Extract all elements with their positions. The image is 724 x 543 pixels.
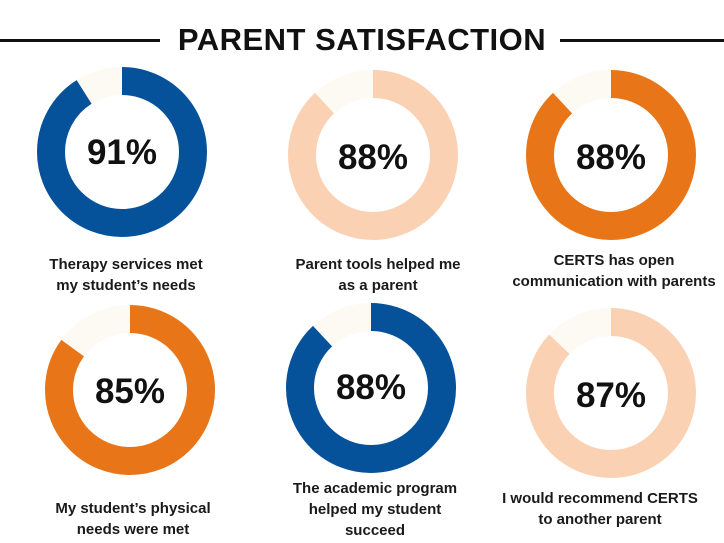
donut-caption: The academic program helped my student suc…: [245, 478, 505, 541]
caption-line: The academic program: [292, 480, 458, 497]
page-title: PARENT SATISFACTION: [177, 22, 547, 57]
donut-1: [37, 67, 207, 237]
donut-caption: CERTS has open communication with parents: [484, 250, 724, 292]
donut-value-arc: [526, 70, 696, 240]
donut-value-arc: [37, 67, 207, 237]
donut-3: [526, 70, 696, 240]
header-rule-left: [0, 39, 160, 42]
donut-value-arc: [288, 70, 458, 240]
caption-line: Therapy services met: [49, 256, 203, 273]
donut-caption: My student’s physical needs were met: [3, 498, 263, 540]
caption-line: communication with parents: [512, 273, 716, 290]
donut-caption: Therapy services met my student’s needs: [0, 254, 256, 296]
percent-label: 88%: [575, 138, 647, 177]
caption-line: Parent tools helped me: [295, 256, 461, 273]
caption-line: succeed: [344, 522, 406, 539]
donut-value-arc: [526, 308, 696, 478]
caption-line: to another parent: [538, 511, 662, 528]
donut-4: [45, 305, 215, 475]
percent-label: 87%: [575, 376, 647, 415]
caption-line: CERTS has open: [553, 252, 675, 269]
percent-label: 85%: [94, 372, 166, 411]
caption-line: as a parent: [338, 277, 418, 294]
header-rule-right: [560, 39, 724, 42]
donut-caption: I would recommend CERTS to another parent: [470, 488, 724, 530]
caption-line: my student’s needs: [56, 277, 196, 294]
caption-line: helped my student: [308, 501, 442, 518]
percent-label: 91%: [86, 133, 158, 172]
caption-line: needs were met: [76, 521, 190, 538]
donut-value-arc: [45, 305, 215, 475]
donut-value-arc: [286, 303, 456, 473]
donut-caption: Parent tools helped me as a parent: [248, 254, 508, 296]
donut-6: [526, 308, 696, 478]
percent-label: 88%: [337, 138, 409, 177]
percent-label: 88%: [335, 368, 407, 407]
caption-line: My student’s physical: [55, 500, 211, 517]
caption-line: I would recommend CERTS: [502, 490, 698, 507]
donut-2: [288, 70, 458, 240]
donut-5: [286, 303, 456, 473]
